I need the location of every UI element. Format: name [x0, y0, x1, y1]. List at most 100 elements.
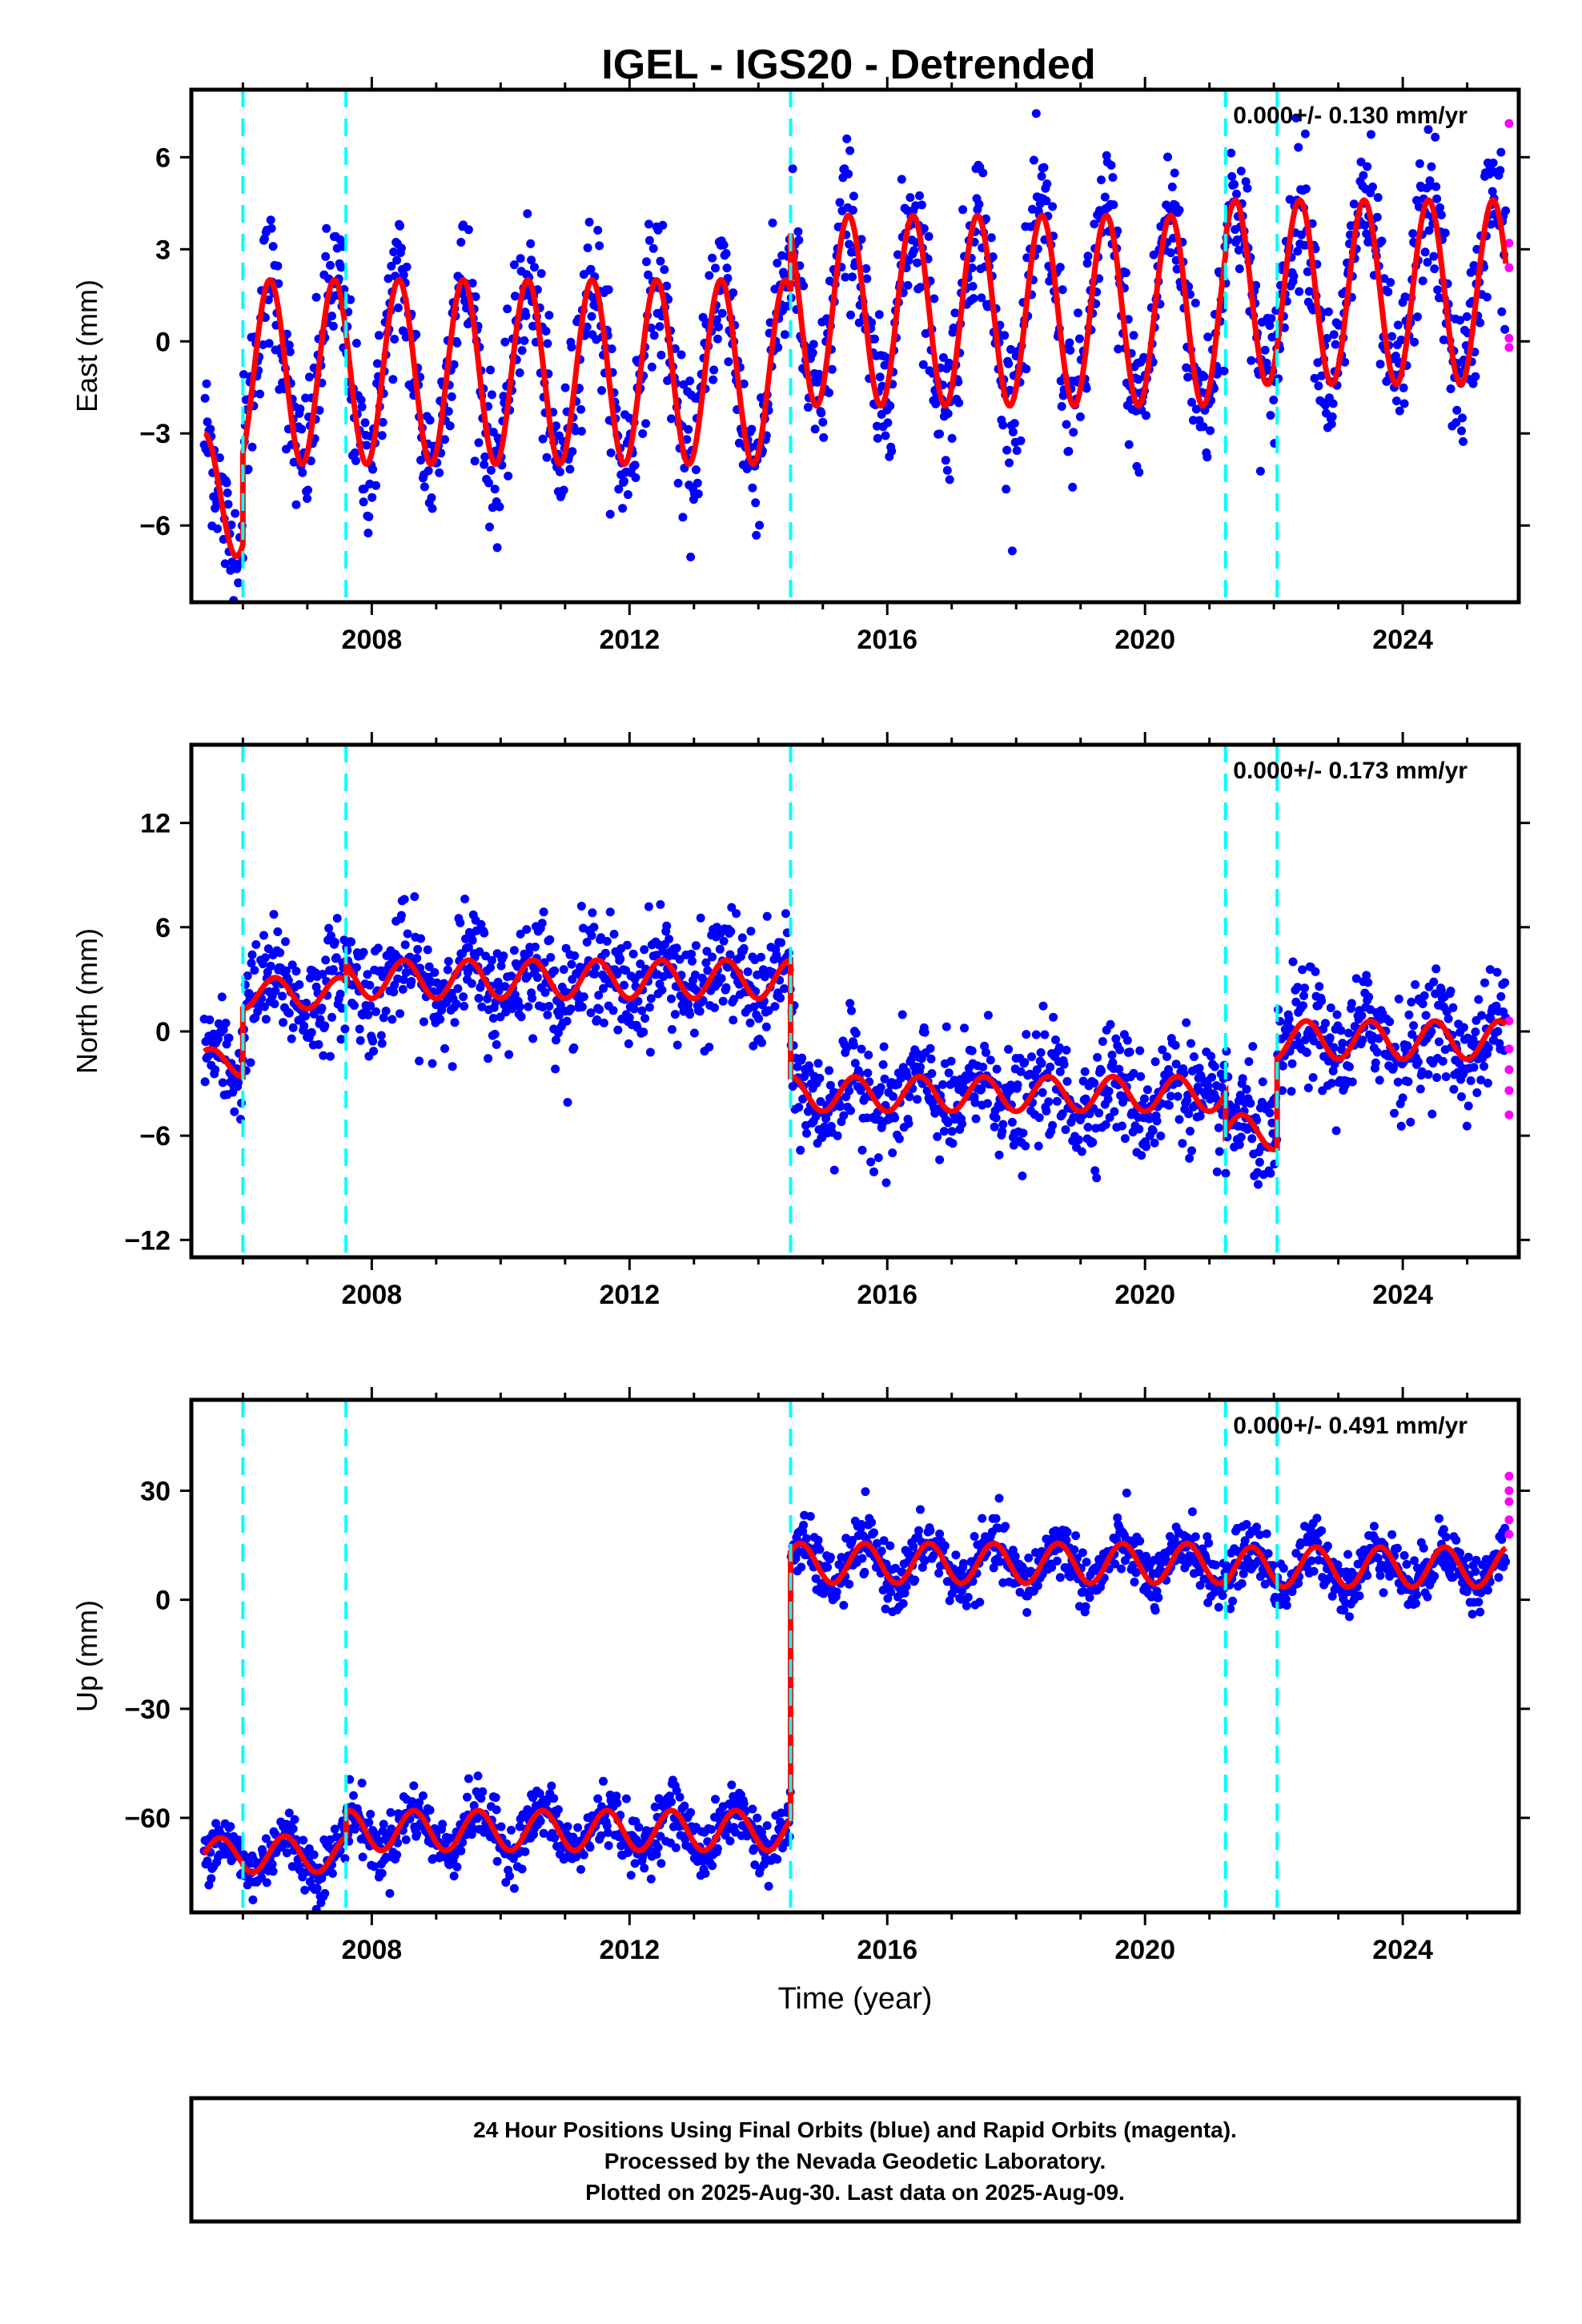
- rapid-point: [1504, 263, 1514, 272]
- data-point: [1430, 264, 1439, 274]
- data-point: [717, 974, 726, 983]
- data-point: [1036, 1047, 1046, 1057]
- data-point: [1111, 1034, 1121, 1043]
- data-point: [734, 438, 744, 448]
- data-point: [385, 1888, 395, 1898]
- data-point: [1429, 251, 1439, 261]
- data-point: [1247, 1134, 1257, 1144]
- data-point: [879, 1042, 889, 1051]
- data-point: [237, 606, 246, 615]
- data-point: [939, 1127, 949, 1136]
- data-point: [819, 432, 829, 442]
- data-point: [829, 1165, 839, 1175]
- data-point: [412, 1829, 422, 1839]
- y-tick-label: 6: [155, 913, 171, 943]
- data-point: [549, 1794, 559, 1803]
- data-point: [224, 1033, 234, 1043]
- data-point: [780, 270, 789, 279]
- data-point: [813, 1535, 823, 1545]
- data-point: [621, 966, 630, 975]
- data-point: [337, 1003, 347, 1013]
- data-point: [839, 1111, 849, 1120]
- data-point: [1010, 419, 1019, 428]
- data-point: [1204, 1538, 1214, 1548]
- data-point: [1431, 182, 1441, 191]
- data-point: [942, 1022, 951, 1031]
- data-point: [970, 1098, 980, 1108]
- data-point: [436, 1015, 445, 1024]
- data-point: [328, 321, 338, 331]
- data-point: [246, 1058, 255, 1068]
- data-point: [1154, 1593, 1163, 1602]
- data-point: [1109, 200, 1118, 210]
- data-point: [267, 223, 276, 233]
- data-point: [1106, 1019, 1115, 1029]
- data-point: [705, 1043, 714, 1051]
- data-point: [200, 393, 210, 403]
- data-point: [544, 1002, 554, 1011]
- data-point: [1227, 148, 1236, 158]
- data-point: [1173, 1092, 1182, 1101]
- data-point: [1403, 1041, 1412, 1051]
- data-point: [389, 987, 399, 997]
- data-point: [1207, 1051, 1216, 1061]
- data-point: [1052, 1096, 1062, 1106]
- data-point: [1299, 1001, 1307, 1011]
- data-point: [633, 996, 643, 1006]
- data-point: [1129, 331, 1138, 340]
- data-point: [597, 386, 606, 396]
- data-point: [318, 970, 327, 979]
- data-point: [1004, 1044, 1014, 1054]
- data-point: [1433, 285, 1443, 295]
- data-point: [1258, 1077, 1267, 1087]
- data-point: [522, 925, 532, 935]
- data-point: [1287, 1087, 1296, 1096]
- data-point: [1288, 957, 1298, 967]
- data-point: [402, 262, 412, 271]
- data-point: [367, 493, 377, 502]
- data-point: [641, 419, 651, 428]
- data-point: [379, 1819, 388, 1829]
- data-point: [449, 1872, 459, 1881]
- data-point: [1002, 445, 1012, 455]
- data-point: [671, 1843, 681, 1852]
- data-point: [364, 512, 374, 521]
- data-point: [261, 1015, 271, 1024]
- data-point: [443, 965, 452, 975]
- data-point: [1327, 412, 1337, 421]
- data-point: [1071, 1531, 1081, 1541]
- data-point: [849, 191, 858, 201]
- data-point: [307, 1027, 316, 1037]
- data-point: [364, 1818, 374, 1827]
- data-point: [905, 193, 915, 203]
- data-point: [1232, 189, 1241, 199]
- data-point: [1062, 420, 1071, 429]
- data-point: [1266, 1168, 1275, 1178]
- data-point: [802, 1128, 811, 1138]
- data-point: [903, 280, 913, 290]
- data-point: [921, 329, 930, 338]
- data-point: [1403, 1077, 1413, 1087]
- data-point: [516, 254, 525, 263]
- data-point: [986, 233, 996, 243]
- data-point: [460, 895, 470, 904]
- data-point: [1298, 965, 1307, 975]
- data-point: [752, 530, 761, 540]
- data-point: [1150, 1057, 1160, 1067]
- data-point: [456, 918, 465, 927]
- data-point: [667, 414, 676, 424]
- data-point: [1066, 345, 1075, 355]
- data-point: [656, 256, 665, 266]
- data-point: [415, 1056, 424, 1066]
- data-point: [1004, 359, 1014, 368]
- data-point: [559, 485, 568, 495]
- data-point: [867, 318, 877, 328]
- data-point: [507, 1825, 516, 1835]
- data-point: [1472, 1088, 1482, 1097]
- data-point: [1142, 1142, 1150, 1152]
- final-orbit-points: [199, 892, 1511, 1189]
- data-point: [419, 1017, 428, 1027]
- data-point: [904, 255, 913, 265]
- data-point: [913, 1095, 922, 1104]
- data-point: [1174, 1115, 1184, 1124]
